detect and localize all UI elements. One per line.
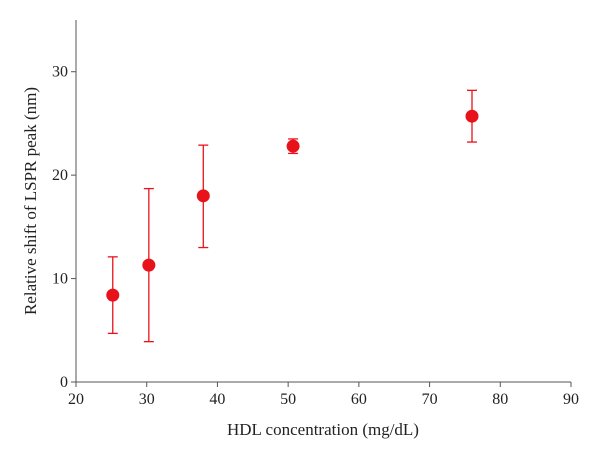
y-tick-label: 10 [52, 271, 68, 288]
y-tick-label: 0 [60, 374, 68, 391]
data-point [465, 109, 479, 123]
y-tick-label: 30 [52, 64, 68, 81]
x-axis-label: HDL concentration (mg/dL) [227, 420, 419, 439]
x-tick-label: 20 [68, 391, 84, 408]
x-tick-label: 80 [492, 391, 508, 408]
x-tick-label: 30 [139, 391, 155, 408]
data-point [196, 189, 210, 203]
data-point [106, 288, 120, 302]
data-marks [106, 89, 479, 343]
axes: 20 30 40 50 60 70 80 90 0 10 20 30 [52, 20, 579, 408]
x-tick-label: 40 [209, 391, 225, 408]
x-tick-label: 50 [280, 391, 296, 408]
x-tick-label: 60 [351, 391, 367, 408]
x-tick-label: 90 [563, 391, 579, 408]
data-point [142, 258, 156, 272]
plot-area [76, 20, 571, 382]
x-tick-label: 70 [422, 391, 438, 408]
y-axis-label: Relative shift of LSPR peak (nm) [21, 87, 40, 315]
data-point [286, 139, 300, 153]
y-tick-label: 20 [52, 167, 68, 184]
